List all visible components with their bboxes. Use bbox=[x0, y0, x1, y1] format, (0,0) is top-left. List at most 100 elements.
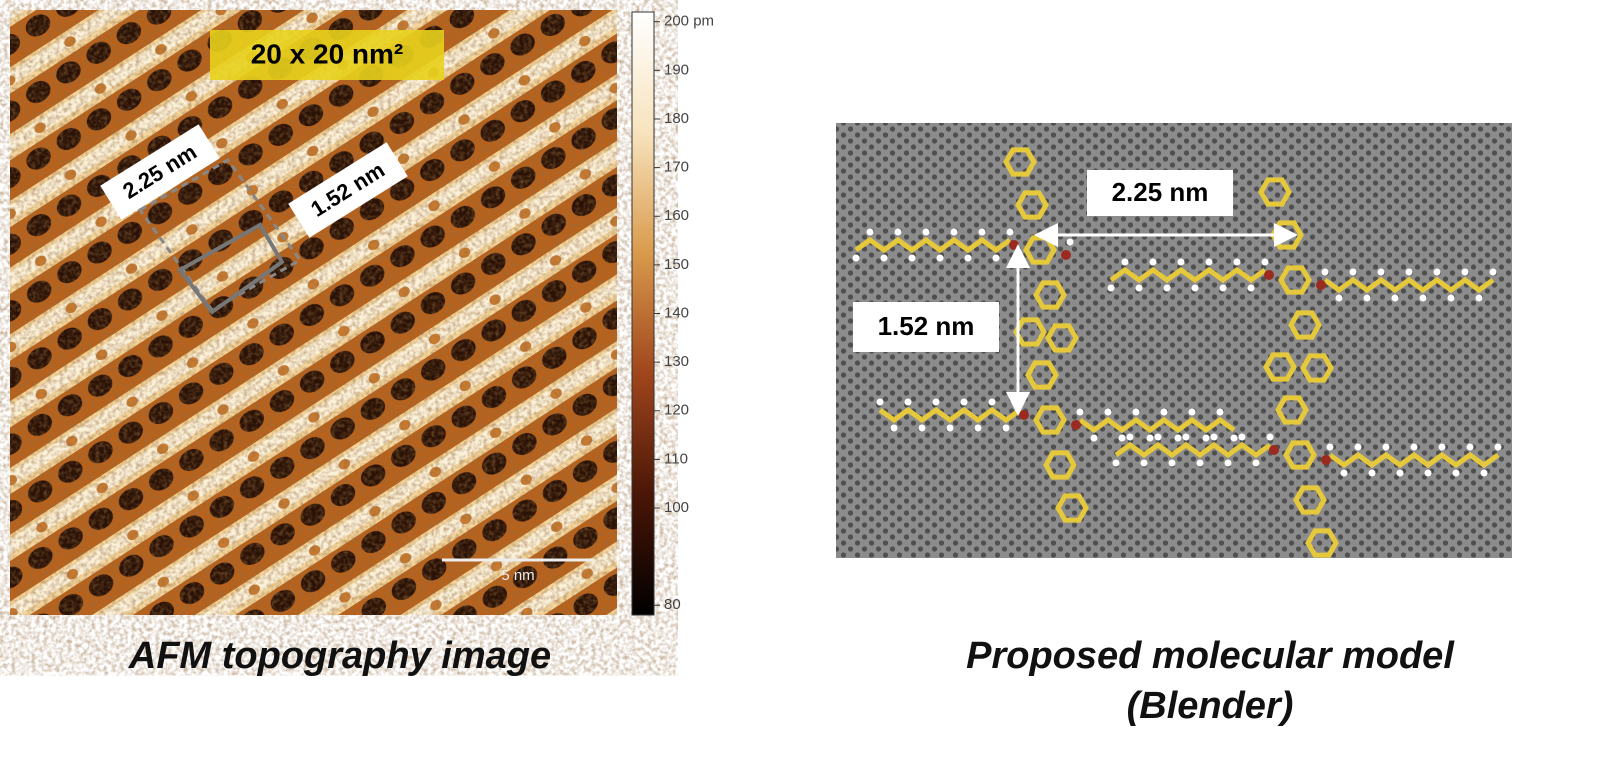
alkyl-chain bbox=[1328, 451, 1500, 469]
aromatic-ring bbox=[1033, 405, 1067, 435]
hydrogen bbox=[1188, 408, 1196, 416]
hydrogen bbox=[1196, 459, 1204, 467]
hydrogen bbox=[1066, 238, 1074, 246]
aromatic-ring bbox=[1263, 352, 1297, 382]
hydrogen bbox=[1182, 433, 1190, 441]
oxygen bbox=[1321, 455, 1331, 465]
hydrogen bbox=[1090, 434, 1098, 442]
hydrogen bbox=[1466, 443, 1474, 451]
hydrogen bbox=[1154, 433, 1162, 441]
afm-image bbox=[10, 10, 617, 615]
hydrogen bbox=[1419, 294, 1427, 302]
colorbar-tick-label: 140 bbox=[664, 304, 689, 321]
hydrogen bbox=[1247, 284, 1255, 292]
colorbar-tick-label: 150 bbox=[664, 256, 689, 273]
hydrogen bbox=[1149, 258, 1157, 266]
oxygen bbox=[1269, 445, 1279, 455]
size-badge bbox=[210, 30, 444, 80]
hydrogen bbox=[992, 254, 1000, 262]
aromatic-ring bbox=[1045, 323, 1079, 353]
hydrogen bbox=[866, 228, 874, 236]
hydrogen bbox=[1489, 268, 1497, 276]
hydrogen bbox=[1452, 469, 1460, 477]
hydrogen bbox=[1140, 459, 1148, 467]
alkyl-chain bbox=[854, 236, 1012, 254]
hydrogen bbox=[1002, 424, 1010, 432]
hydrogen bbox=[1266, 433, 1274, 441]
hydrogen bbox=[936, 254, 944, 262]
hydrogen bbox=[1177, 258, 1185, 266]
hydrogen bbox=[932, 398, 940, 406]
colorbar bbox=[631, 11, 655, 616]
hydrogen bbox=[880, 254, 888, 262]
alkyl-chain bbox=[1114, 441, 1272, 459]
afm-caption: AFM topography image bbox=[128, 635, 551, 677]
hydrogen bbox=[1326, 443, 1334, 451]
hydrogen bbox=[1377, 268, 1385, 276]
hydrogen bbox=[1238, 433, 1246, 441]
hydrogen bbox=[1219, 284, 1227, 292]
period-b-box bbox=[853, 302, 999, 352]
hydrogen bbox=[1132, 408, 1140, 416]
oxygen bbox=[1019, 410, 1029, 420]
hydrogen bbox=[1233, 258, 1241, 266]
aromatic-ring bbox=[1275, 395, 1309, 425]
aromatic-ring bbox=[1043, 450, 1077, 480]
aromatic-ring bbox=[1258, 177, 1292, 207]
hydrogen bbox=[950, 228, 958, 236]
colorbar-tick-label: 160 bbox=[664, 207, 689, 224]
colorbar-tick-label: 190 bbox=[664, 61, 689, 78]
hydrogen bbox=[988, 398, 996, 406]
oxygen bbox=[1264, 270, 1274, 280]
oxygen bbox=[1316, 280, 1326, 290]
aromatic-ring bbox=[1283, 440, 1317, 470]
hydrogen bbox=[1112, 459, 1120, 467]
hydrogen bbox=[1252, 459, 1260, 467]
aromatic-ring bbox=[1278, 265, 1312, 295]
hydrogen bbox=[1405, 268, 1413, 276]
scale-bar-label: 5 nm bbox=[501, 567, 534, 584]
hydrogen bbox=[1104, 408, 1112, 416]
hydrogen bbox=[1354, 443, 1362, 451]
hydrogen bbox=[1076, 408, 1084, 416]
hydrogen bbox=[974, 424, 982, 432]
hydrogen bbox=[1174, 434, 1182, 442]
hydrogen bbox=[978, 228, 986, 236]
colorbar-tick-label: 170 bbox=[664, 159, 689, 176]
hydrogen bbox=[964, 254, 972, 262]
hydrogen bbox=[1261, 258, 1269, 266]
hydrogen bbox=[1146, 434, 1154, 442]
colorbar-tick-label: 100 bbox=[664, 499, 689, 516]
hydrogen bbox=[1216, 408, 1224, 416]
hydrogen bbox=[1168, 459, 1176, 467]
hydrogen bbox=[1480, 469, 1488, 477]
hydrogen bbox=[918, 424, 926, 432]
hydrogen bbox=[1321, 268, 1329, 276]
hydrogen bbox=[946, 424, 954, 432]
colorbar-tick-label: 120 bbox=[664, 402, 689, 419]
hydrogen bbox=[1006, 228, 1014, 236]
hydrogen bbox=[1494, 443, 1502, 451]
hydrogen bbox=[1230, 434, 1238, 442]
aromatic-ring bbox=[1003, 147, 1037, 177]
unit-cell bbox=[137, 158, 303, 315]
colorbar-tick-label: 130 bbox=[664, 353, 689, 370]
aromatic-ring bbox=[1288, 310, 1322, 340]
hydrogen bbox=[876, 398, 884, 406]
model-caption-line-1: Proposed molecular model bbox=[966, 635, 1455, 677]
hydrogen bbox=[1438, 443, 1446, 451]
hydrogen bbox=[1363, 294, 1371, 302]
hydrogen bbox=[1335, 294, 1343, 302]
hydrogen bbox=[1396, 469, 1404, 477]
aromatic-ring bbox=[1305, 528, 1339, 558]
hydrogen bbox=[904, 398, 912, 406]
hydrogen bbox=[1410, 443, 1418, 451]
colorbar-tick-label: 180 bbox=[664, 110, 689, 127]
colorbar-tick-label: 80 bbox=[664, 596, 681, 613]
hydrogen bbox=[1118, 434, 1126, 442]
hydrogen bbox=[1433, 268, 1441, 276]
hydrogen bbox=[1107, 284, 1115, 292]
hydrogen bbox=[1447, 294, 1455, 302]
hydrogen bbox=[1126, 433, 1134, 441]
